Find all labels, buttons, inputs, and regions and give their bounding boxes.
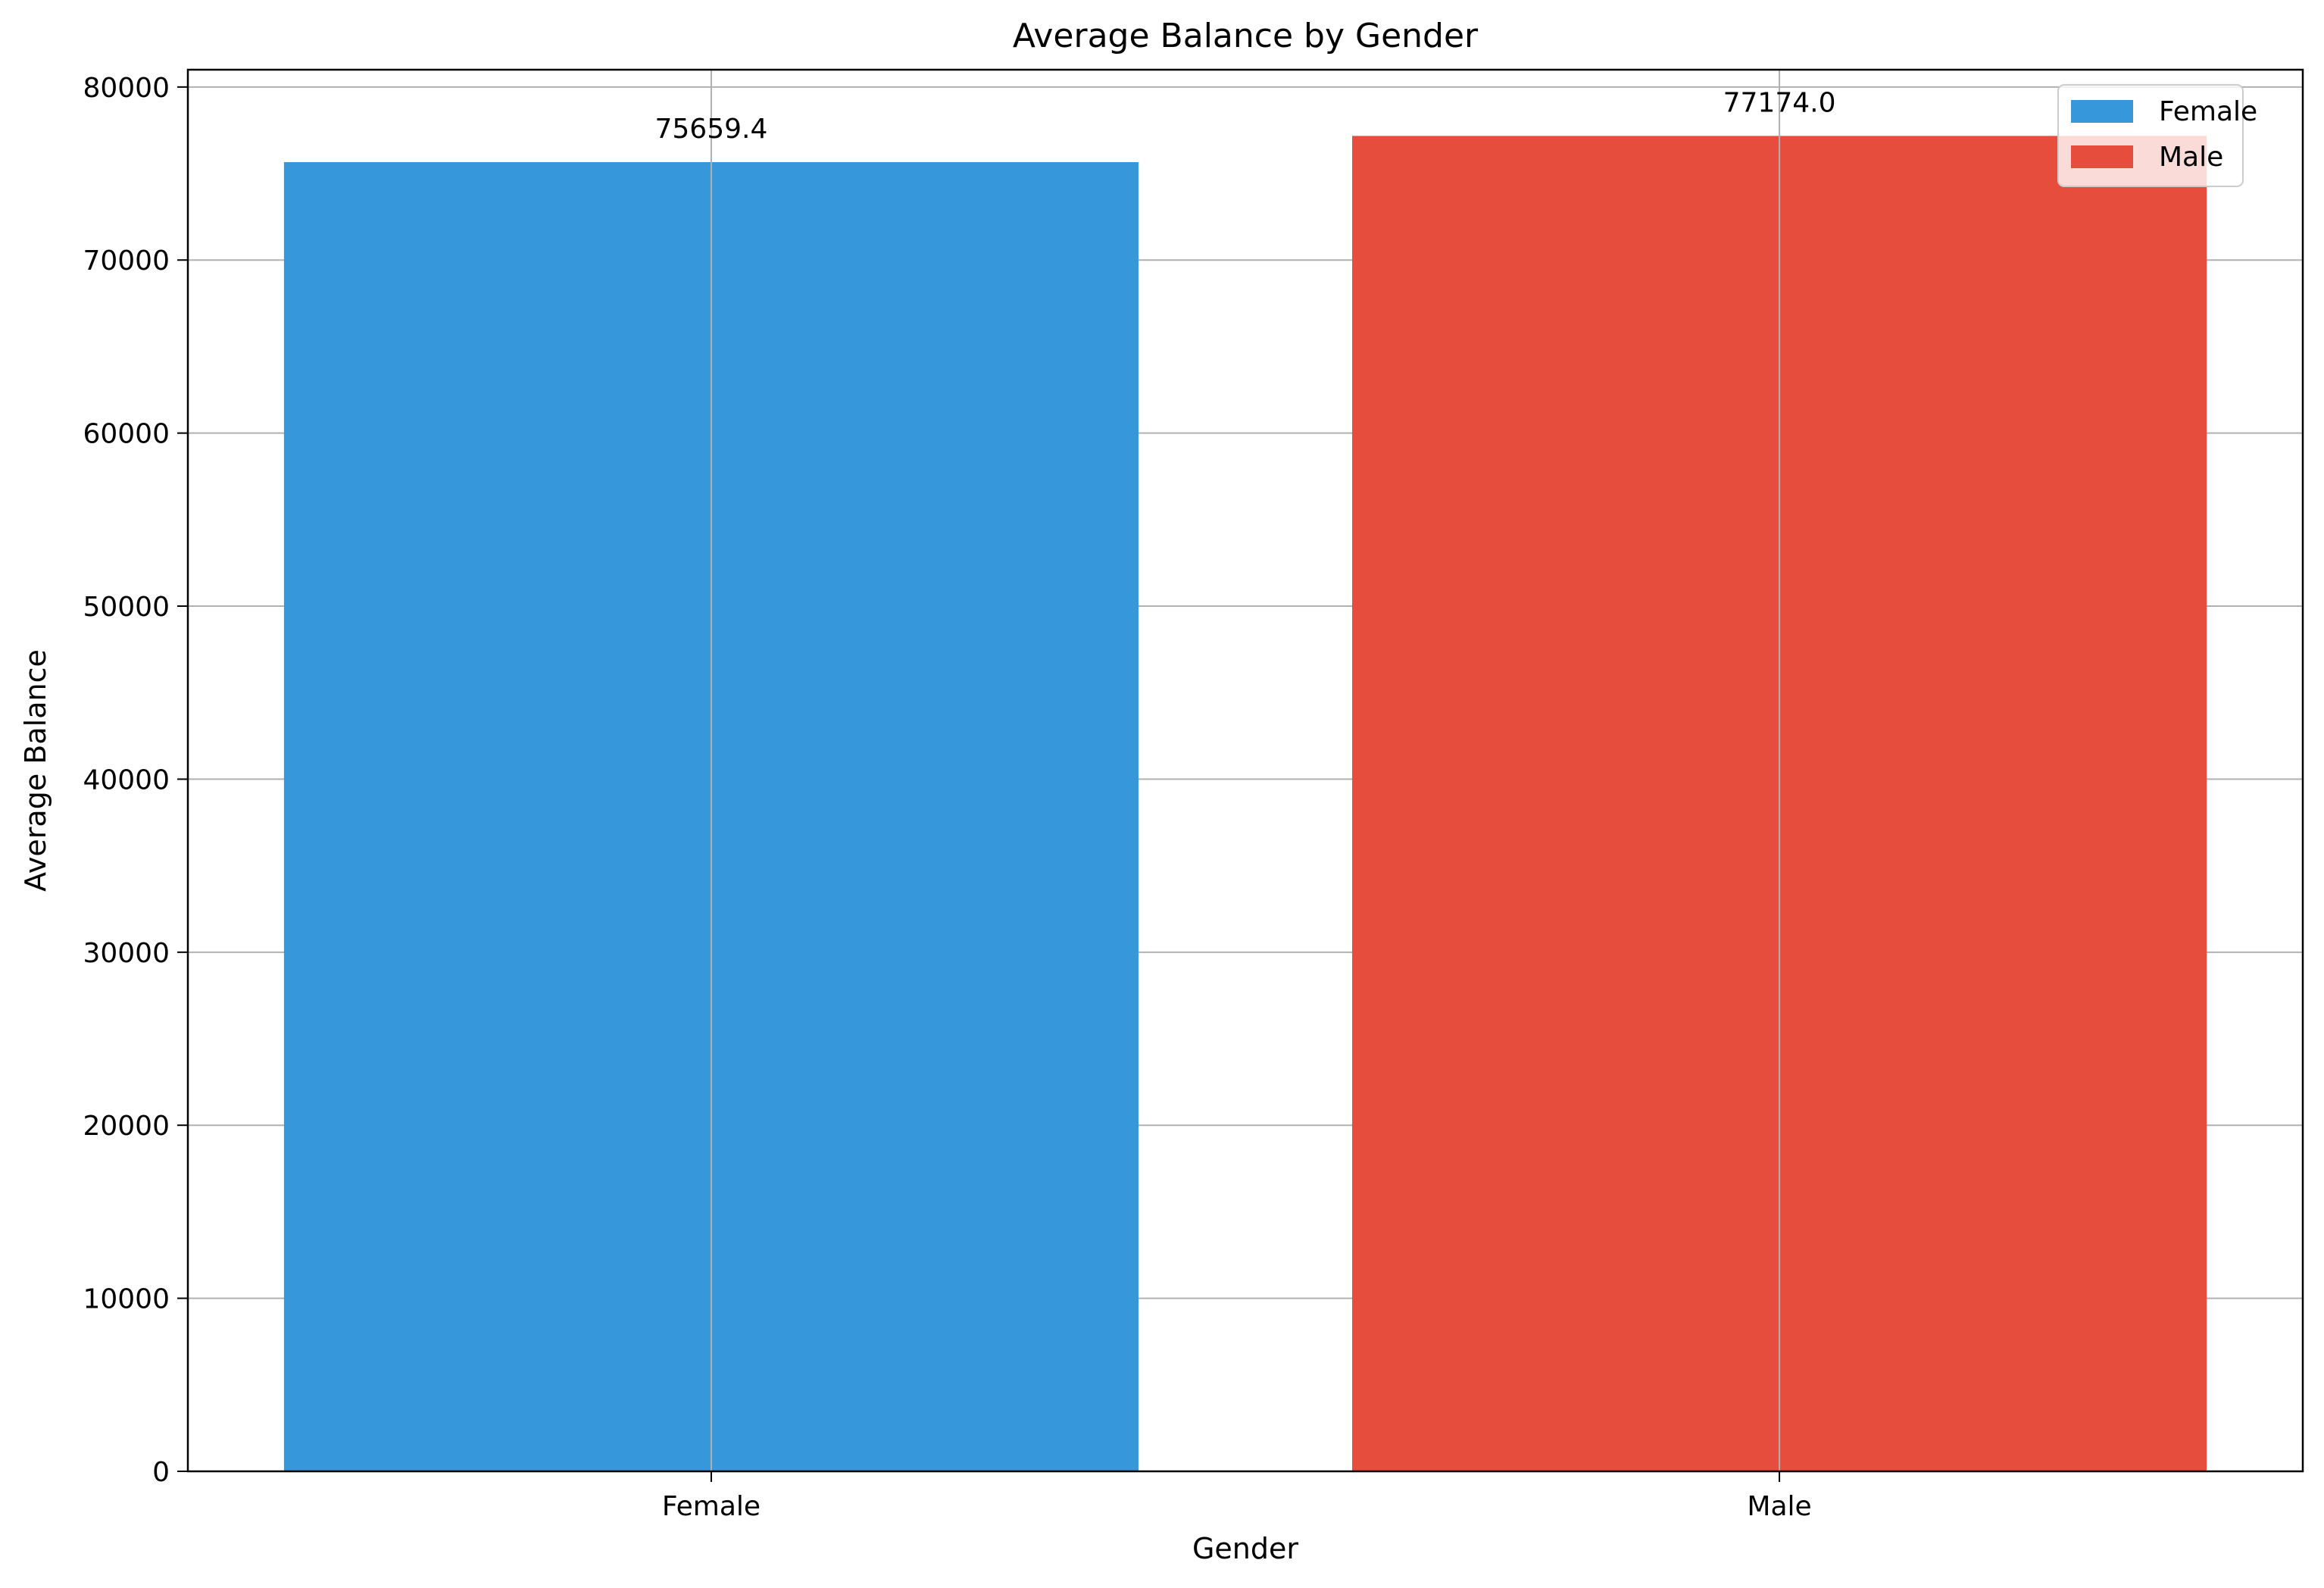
legend-label: Female <box>2159 96 2257 127</box>
legend-entries: Female Male <box>2071 96 2257 173</box>
legend: Female Male <box>2057 84 2257 187</box>
plot-frame <box>186 68 2304 1473</box>
y-axis-title: Average Balance <box>19 649 52 892</box>
y-axis-ticks: 0 10000 20000 30000 40000 50000 60000 70000 8000… <box>83 73 188 1488</box>
y-tick-label: 10000 <box>83 1284 170 1315</box>
legend-label: Male <box>2159 142 2223 173</box>
x-axis-title: Gender <box>1192 1532 1298 1565</box>
y-tick-label: 40000 <box>83 764 170 796</box>
y-tick-label: 0 <box>152 1457 170 1488</box>
y-tick-label: 70000 <box>83 245 170 277</box>
y-tick-label: 80000 <box>83 73 170 104</box>
x-axis-ticks: Female Male <box>662 1471 1812 1522</box>
chart-title: Average Balance by Gender <box>1013 17 1479 55</box>
x-tick-label: Male <box>1747 1491 1811 1522</box>
legend-swatch <box>2071 100 2133 123</box>
y-tick-label: 50000 <box>83 592 170 623</box>
legend-swatch <box>2071 145 2133 168</box>
vertical-grid-lines <box>710 70 1781 1471</box>
bar-value-labels: 75659.4 77174.0 <box>655 87 1836 145</box>
y-tick-label: 60000 <box>83 419 170 450</box>
bar-value-label: 77174.0 <box>1723 87 1836 118</box>
x-tick-label: Female <box>662 1491 761 1522</box>
y-tick-label: 20000 <box>83 1111 170 1142</box>
bar-value-label: 75659.4 <box>655 114 768 145</box>
y-tick-label: 30000 <box>83 938 170 969</box>
